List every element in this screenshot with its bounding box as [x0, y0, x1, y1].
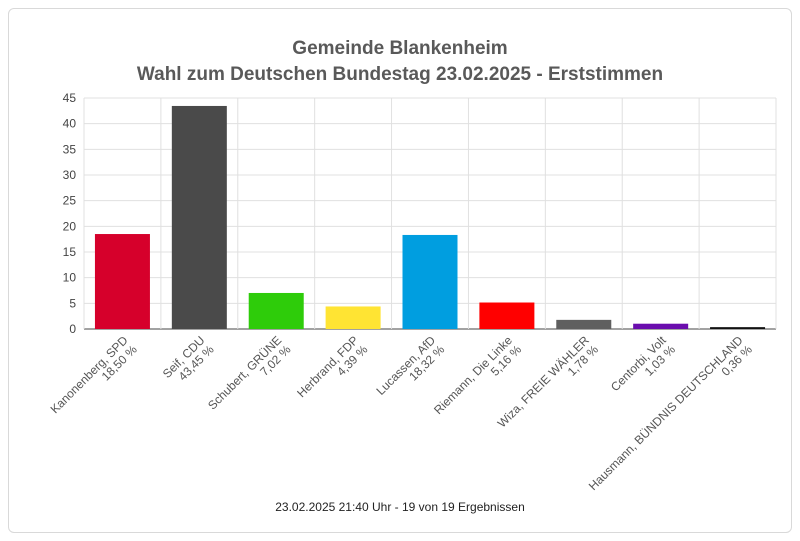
y-tick-label: 10: [63, 271, 77, 285]
bar: [172, 106, 227, 329]
x-tick-label: Centorbi, Volt1,03 %: [608, 333, 679, 404]
x-tick-label: Seif, CDU43,45 %: [160, 333, 217, 390]
bar: [326, 306, 381, 329]
y-tick-label: 0: [69, 322, 76, 336]
bar: [403, 235, 458, 329]
bar: [556, 320, 611, 329]
x-tick-label: Kanonenberg, SPD18,50 %: [48, 333, 140, 425]
x-tick-label: Herbrand, FDP4,39 %: [294, 333, 370, 409]
bar: [479, 303, 534, 329]
y-tick-label: 30: [63, 168, 77, 182]
y-tick-label: 15: [63, 245, 77, 259]
y-tick-label: 25: [63, 194, 77, 208]
bar: [633, 324, 688, 329]
y-tick-label: 35: [63, 142, 77, 156]
y-tick-label: 5: [69, 296, 76, 310]
y-tick-label: 20: [63, 219, 77, 233]
chart-footer: 23.02.2025 21:40 Uhr - 19 von 19 Ergebni…: [0, 500, 800, 514]
y-tick-label: 40: [63, 117, 77, 131]
bar: [95, 234, 150, 329]
y-tick-label: 45: [63, 91, 77, 105]
x-tick-label: Lucassen, AfD18,32 %: [373, 333, 447, 407]
x-tick-label: Schubert, GRÜNE7,02 %: [205, 333, 294, 422]
bar: [249, 293, 304, 329]
bar: [710, 327, 765, 329]
